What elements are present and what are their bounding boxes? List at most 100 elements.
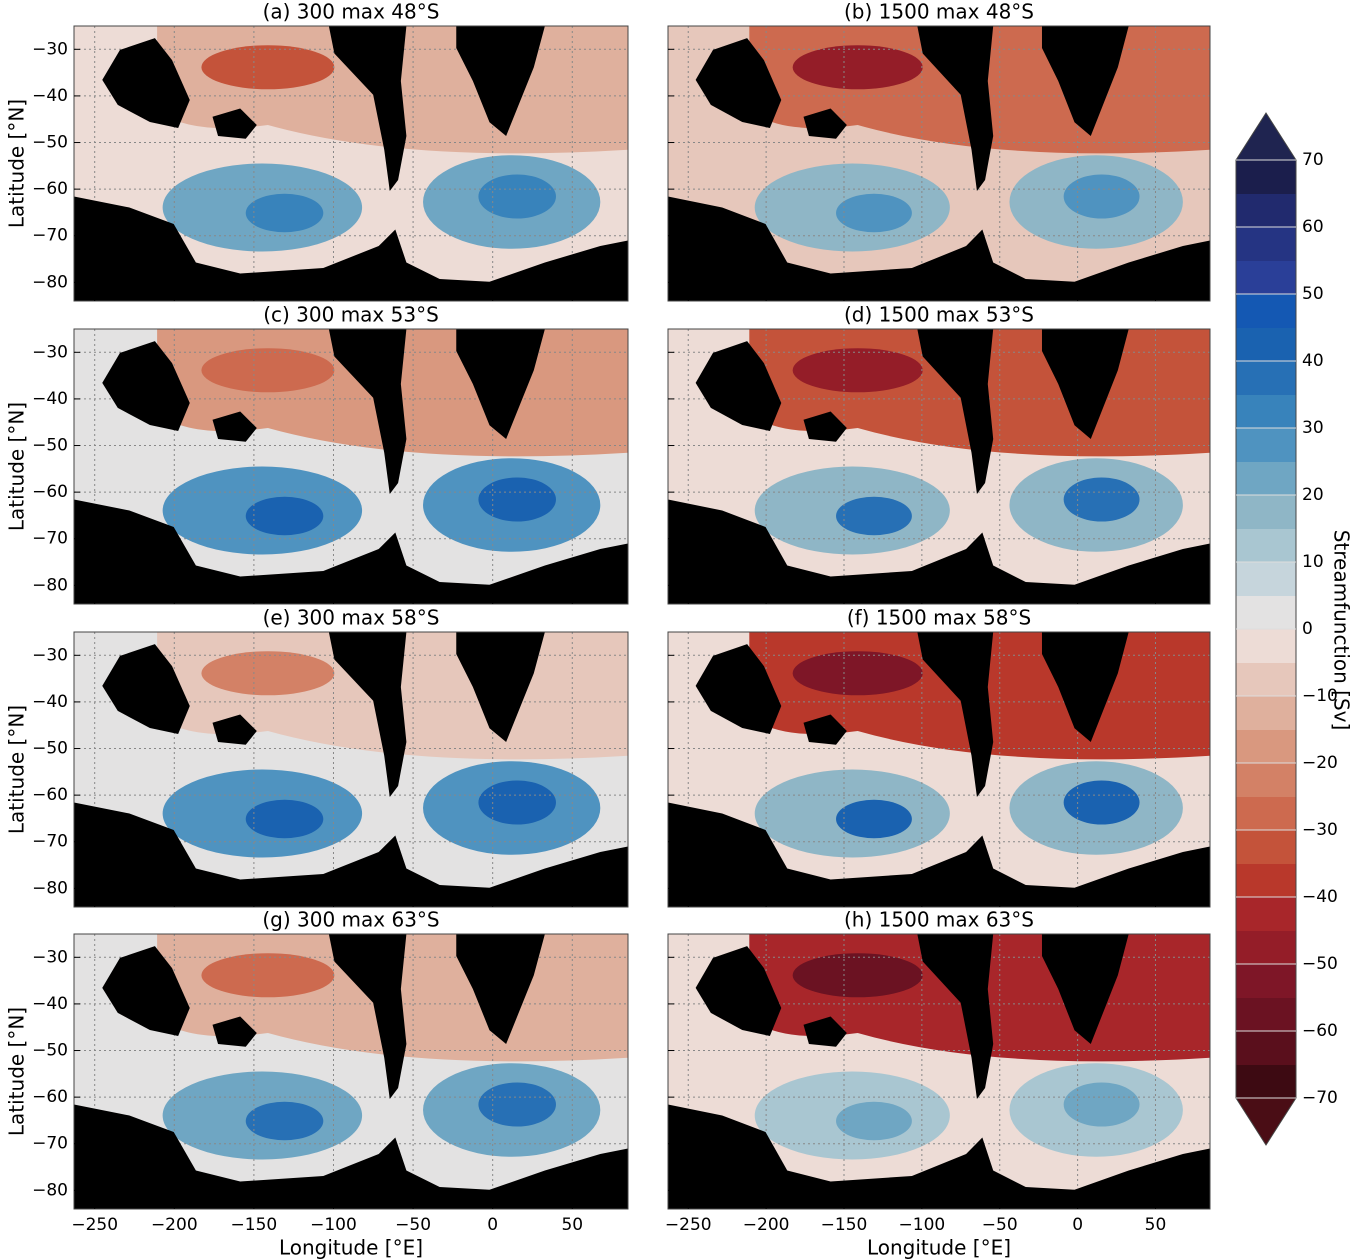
gyre-core bbox=[836, 496, 912, 536]
colorbar-band bbox=[1236, 260, 1296, 295]
land bbox=[1041, 26, 1129, 136]
panel-title: (b) 1500 max 48°S bbox=[844, 0, 1034, 24]
colorbar-tick-label: 30 bbox=[1302, 418, 1324, 438]
land bbox=[803, 108, 847, 139]
frame bbox=[73, 631, 629, 908]
colorbar-band bbox=[1236, 796, 1296, 831]
y-tick-label: −70 bbox=[32, 1134, 68, 1154]
map bbox=[74, 26, 628, 301]
colorbar-tick-label: −70 bbox=[1302, 1088, 1338, 1108]
colorbar-tick-label: −30 bbox=[1302, 820, 1338, 840]
y-tick-label: −40 bbox=[32, 994, 68, 1014]
land bbox=[456, 934, 545, 1044]
land bbox=[212, 108, 257, 139]
x-tick-label: −250 bbox=[665, 1215, 712, 1235]
y-tick-label: −50 bbox=[32, 1041, 68, 1061]
map bbox=[668, 934, 1210, 1209]
north-patch bbox=[792, 45, 923, 90]
land bbox=[1041, 329, 1129, 439]
panel-title: (g) 300 max 63°S bbox=[262, 908, 439, 932]
panel-title: (c) 300 max 53°S bbox=[263, 303, 439, 327]
land bbox=[102, 341, 190, 432]
land bbox=[212, 714, 257, 745]
land bbox=[668, 802, 1210, 907]
colorbar-band bbox=[1236, 830, 1296, 864]
frame bbox=[73, 25, 629, 302]
colorbar-band bbox=[1236, 696, 1296, 730]
x-tick-label: −200 bbox=[151, 1215, 198, 1235]
y-tick-label: −30 bbox=[32, 342, 68, 362]
y-tick-label: −60 bbox=[32, 785, 68, 805]
gyre-core bbox=[1063, 477, 1140, 522]
land bbox=[456, 26, 545, 136]
y-tick-label: −40 bbox=[32, 389, 68, 409]
gyre-core bbox=[1063, 174, 1140, 219]
land bbox=[668, 1104, 1210, 1209]
y-tick-label: −80 bbox=[32, 575, 68, 595]
y-tick-label: −50 bbox=[32, 739, 68, 759]
north-patch bbox=[201, 348, 335, 393]
y-axis-label: Latitude [°N] bbox=[5, 705, 29, 834]
frame bbox=[73, 328, 629, 605]
gyre-core bbox=[836, 193, 912, 233]
land bbox=[803, 411, 847, 442]
gyre-core bbox=[245, 193, 324, 233]
land bbox=[328, 632, 407, 797]
colorbar-tick-label: 60 bbox=[1302, 217, 1324, 237]
colorbar-tick-label: −40 bbox=[1302, 887, 1338, 907]
y-tick-label: −80 bbox=[32, 1180, 68, 1200]
land bbox=[917, 632, 994, 797]
colorbar-band bbox=[1236, 193, 1296, 228]
land bbox=[917, 934, 994, 1099]
north-patch bbox=[201, 953, 335, 998]
x-tick-label: 0 bbox=[1072, 1215, 1083, 1235]
colorbar-band bbox=[1236, 562, 1296, 596]
map bbox=[668, 632, 1210, 907]
x-tick-label: 0 bbox=[487, 1215, 498, 1235]
land bbox=[328, 26, 407, 191]
gyre-core bbox=[478, 174, 556, 219]
north-patch bbox=[201, 45, 335, 90]
land bbox=[212, 1016, 257, 1047]
gyre-core bbox=[836, 1101, 912, 1141]
land bbox=[74, 196, 628, 301]
y-axis-label: Latitude [°N] bbox=[5, 402, 29, 531]
land bbox=[695, 38, 782, 129]
x-tick-label: −150 bbox=[821, 1215, 868, 1235]
colorbar-band bbox=[1236, 629, 1296, 663]
land bbox=[212, 411, 257, 442]
land bbox=[74, 499, 628, 604]
x-tick-label: 50 bbox=[561, 1215, 583, 1235]
colorbar-band bbox=[1236, 294, 1296, 328]
gyre-core bbox=[1063, 780, 1140, 825]
colorbar-tick-label: 40 bbox=[1302, 351, 1324, 371]
north-patch bbox=[792, 651, 923, 696]
land bbox=[803, 1016, 847, 1047]
y-tick-label: −50 bbox=[32, 436, 68, 456]
land bbox=[668, 196, 1210, 301]
y-tick-label: −80 bbox=[32, 272, 68, 292]
north-patch bbox=[792, 348, 923, 393]
north-patch bbox=[201, 651, 335, 696]
colorbar-band bbox=[1236, 461, 1296, 496]
y-tick-label: −40 bbox=[32, 692, 68, 712]
colorbar-tick-label: 0 bbox=[1302, 619, 1313, 639]
colorbar-band bbox=[1236, 964, 1296, 998]
y-tick-label: −70 bbox=[32, 832, 68, 852]
gyre-core bbox=[478, 780, 556, 825]
colorbar-band bbox=[1236, 729, 1296, 764]
colorbar-band bbox=[1236, 997, 1296, 1032]
colorbar-band bbox=[1236, 595, 1296, 630]
frame bbox=[667, 933, 1211, 1210]
colorbar-tick-label: 10 bbox=[1302, 552, 1324, 572]
map bbox=[668, 26, 1210, 301]
colorbar-band bbox=[1236, 863, 1296, 898]
y-tick-label: −50 bbox=[32, 133, 68, 153]
frame bbox=[667, 25, 1211, 302]
map bbox=[74, 632, 628, 907]
colorbar-band bbox=[1236, 227, 1296, 261]
colorbar-band bbox=[1236, 495, 1296, 529]
colorbar-band bbox=[1236, 1064, 1296, 1099]
land bbox=[102, 644, 190, 735]
colorbar-tick-label: −60 bbox=[1302, 1021, 1338, 1041]
